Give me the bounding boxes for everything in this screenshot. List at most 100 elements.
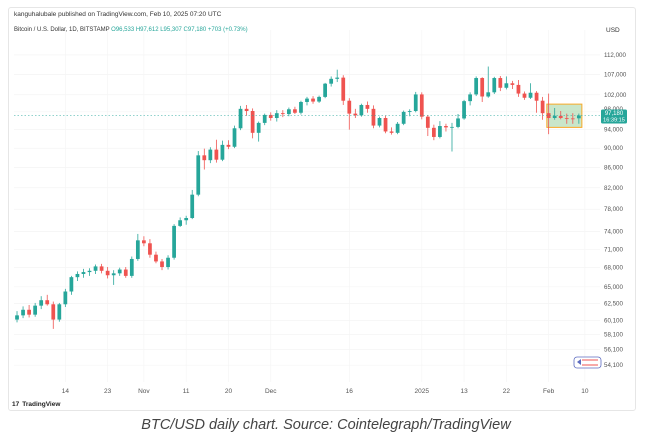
x-tick-label: 2025 — [415, 388, 430, 395]
candle-body — [184, 218, 189, 221]
candle-body — [546, 113, 551, 119]
candle-body — [480, 78, 485, 97]
candle-body — [371, 108, 376, 126]
candle-body — [148, 243, 152, 255]
candle-body — [33, 305, 38, 315]
candle-body — [160, 261, 164, 268]
price-axis: 112,000107,000102,00098,00094,00090,0008… — [604, 52, 627, 369]
candle-body — [540, 100, 545, 114]
candle-body — [431, 127, 436, 137]
candles — [15, 66, 581, 329]
candle-body — [232, 128, 237, 147]
candle-body — [111, 273, 116, 276]
y-tick-label: 60,100 — [604, 317, 623, 324]
candle-body — [341, 77, 346, 101]
candle-body — [558, 115, 563, 119]
candle-body — [450, 126, 454, 128]
candle-body — [365, 104, 370, 109]
candle-body — [287, 109, 291, 115]
candle-body — [389, 131, 394, 133]
y-tick-label: 90,000 — [604, 145, 623, 152]
symbol-info: Bitcoin / U.S. Dollar, 1D, BITSTAMP O96,… — [14, 27, 248, 33]
candle-body — [280, 113, 285, 115]
y-tick-label: 65,000 — [604, 284, 623, 291]
candle-body — [21, 309, 25, 316]
candle-body — [444, 126, 448, 128]
last-price-value: 97,180 — [605, 111, 624, 117]
candle-body — [105, 270, 110, 276]
candle-body — [335, 77, 340, 79]
candle-body — [45, 300, 50, 305]
candle-body — [166, 257, 170, 268]
candle-body — [262, 114, 267, 123]
x-tick-label: 23 — [104, 388, 112, 395]
candle-body — [142, 240, 146, 244]
candle-body — [15, 315, 19, 320]
alert-marker[interactable] — [573, 356, 602, 369]
candle-body — [196, 155, 201, 195]
y-tick-label: 78,000 — [604, 206, 623, 213]
candle-body — [208, 149, 213, 161]
highlight-rect — [546, 103, 583, 128]
arrow-icon — [577, 359, 581, 365]
candle-body — [377, 118, 382, 126]
time-axis: 14 23 Nov 11 20 Dec 16 2025 13 22 Feb 10 — [62, 388, 589, 395]
candle-body — [93, 266, 98, 271]
tradingview-logo[interactable]: 17 TradingView — [12, 401, 60, 408]
candle-body — [353, 113, 358, 116]
y-tick-label: 56,100 — [604, 347, 623, 354]
candle-body — [401, 111, 406, 124]
x-tick-label: Dec — [265, 388, 277, 395]
candle-body — [123, 269, 128, 276]
candle-body — [425, 116, 430, 128]
candle-body — [250, 111, 255, 133]
candle-body — [413, 94, 418, 112]
candle-body — [129, 258, 134, 276]
x-tick-label: 11 — [183, 388, 190, 395]
candle-body — [27, 309, 31, 315]
y-tick-label: 58,100 — [604, 332, 623, 339]
candle-body — [552, 115, 557, 119]
candle-body — [135, 240, 140, 259]
candle-body — [564, 118, 569, 119]
x-tick-label: 14 — [62, 388, 70, 395]
x-tick-label: 16 — [346, 388, 354, 395]
candle-body — [99, 266, 104, 271]
candle-body — [419, 94, 424, 117]
candle-body — [516, 84, 521, 94]
candle-body — [462, 101, 466, 119]
y-tick-label: 68,000 — [604, 265, 623, 272]
candle-body — [522, 93, 527, 98]
candle-body — [268, 114, 273, 119]
y-tick-label: 71,000 — [604, 246, 623, 253]
candle-body — [486, 92, 491, 97]
chart-caption: BTC/USD daily chart. Source: Cointelegra… — [141, 417, 511, 433]
candle-body — [438, 126, 442, 137]
candle-body — [347, 100, 352, 114]
candle-body — [63, 291, 68, 305]
candle-body — [220, 144, 225, 160]
y-tick-label: 112,000 — [604, 52, 626, 59]
logo-text: TradingView — [22, 401, 61, 408]
candle-body — [172, 225, 176, 258]
price-grid — [14, 30, 600, 382]
y-tick-label: 86,000 — [604, 165, 623, 172]
candle-body — [75, 273, 80, 278]
candle-body — [238, 108, 243, 129]
candle-body — [534, 92, 539, 101]
currency-label: USD — [606, 27, 620, 34]
candle-body — [154, 254, 158, 262]
last-price-box — [601, 109, 627, 124]
tradingview-mark-icon: 17 — [12, 401, 20, 408]
candle-body — [57, 304, 62, 320]
published-by: kanguhalubale published on TradingView.c… — [14, 11, 222, 18]
y-tick-label: 107,000 — [604, 71, 627, 78]
candle-body — [492, 78, 497, 93]
y-tick-label: 94,000 — [604, 127, 623, 134]
candle-countdown: 16:39:15 — [603, 117, 625, 123]
candle-body — [39, 300, 44, 306]
candle-body — [395, 123, 400, 133]
candle-body — [311, 98, 315, 102]
